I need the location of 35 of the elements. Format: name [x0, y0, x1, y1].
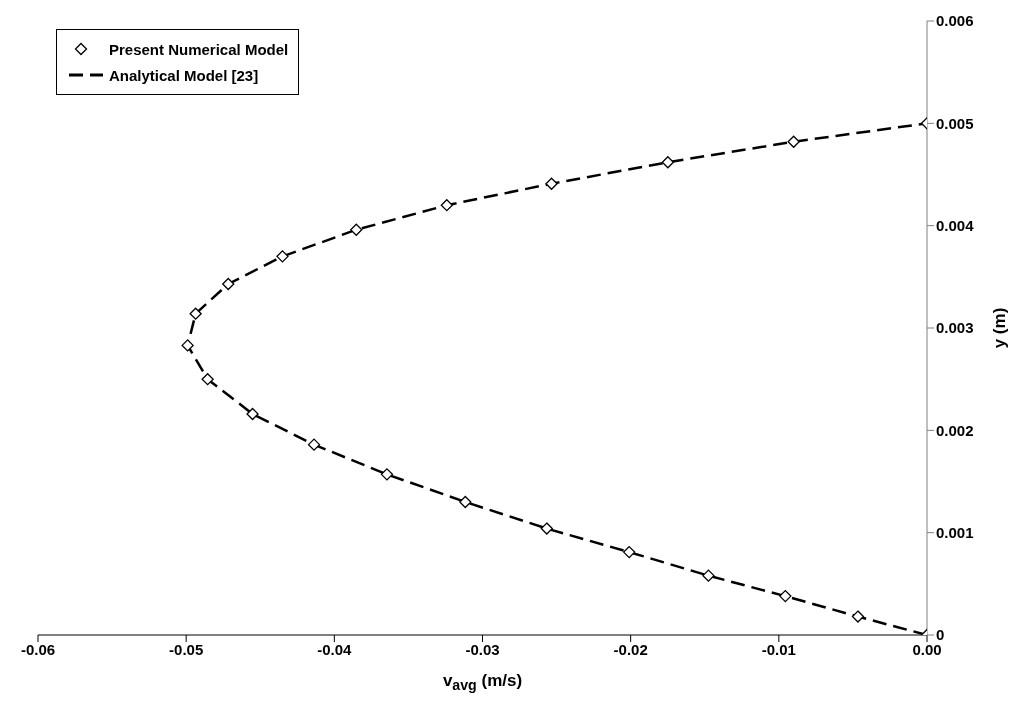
point [459, 495, 472, 509]
point [307, 438, 321, 451]
point [222, 277, 235, 291]
point [661, 156, 675, 169]
point [350, 223, 363, 236]
point [380, 468, 394, 481]
point [540, 522, 553, 535]
legend-label: Present Numerical Model [109, 40, 289, 58]
point [189, 307, 202, 320]
point [545, 177, 558, 190]
y-tick-label: 0.006 [936, 12, 974, 30]
point [440, 199, 453, 212]
x-tick-label: -0.03 [465, 640, 500, 658]
x-tick-label: -0.01 [761, 640, 796, 658]
point [201, 373, 214, 386]
y-tick-label: 0.003 [936, 319, 974, 337]
y-tick-label: 0.002 [936, 421, 974, 439]
y-tick-label: 0.001 [936, 523, 974, 541]
x-tick-label: -0.04 [317, 640, 353, 658]
x-tick-label: -0.06 [20, 640, 56, 658]
y-tick-label: 0.005 [936, 114, 974, 132]
point [623, 545, 636, 559]
point [276, 250, 289, 263]
legend-label: Analytical Model [23] [109, 66, 259, 84]
point [702, 569, 715, 582]
y-axis-title: y (m) [990, 307, 1010, 349]
point [779, 589, 792, 603]
point [851, 610, 865, 623]
x-axis-title: v$_{avg}$ (m/s) [441, 671, 524, 694]
point [787, 135, 800, 148]
point [181, 339, 194, 352]
point [246, 407, 259, 421]
x-tick-label: -0.02 [613, 640, 648, 658]
y-tick-label: 0.004 [936, 216, 975, 234]
x-tick-label: -0.05 [169, 640, 204, 658]
